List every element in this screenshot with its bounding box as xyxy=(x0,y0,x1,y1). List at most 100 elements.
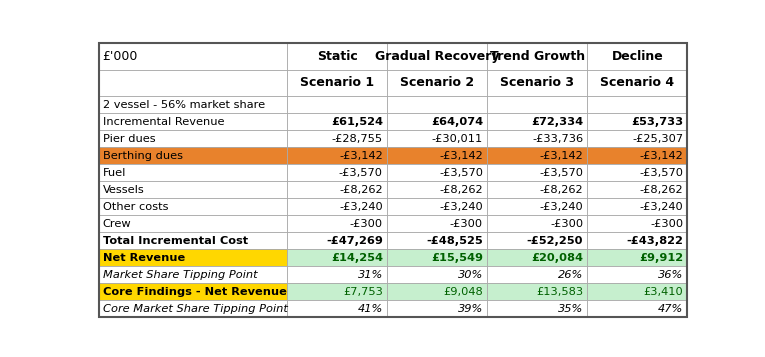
Text: Core Market Share Tipping Point: Core Market Share Tipping Point xyxy=(103,304,288,314)
Bar xyxy=(387,266,487,283)
Bar xyxy=(588,249,687,266)
Text: Gradual Recovery: Gradual Recovery xyxy=(375,50,500,63)
Text: 30%: 30% xyxy=(457,270,483,280)
Bar xyxy=(99,147,287,164)
Bar xyxy=(99,181,287,198)
Text: Decline: Decline xyxy=(611,50,663,63)
Text: -£3,240: -£3,240 xyxy=(439,202,483,212)
Bar xyxy=(287,266,387,283)
Bar xyxy=(287,215,387,232)
Bar xyxy=(99,113,287,130)
Bar xyxy=(487,249,588,266)
Text: £61,524: £61,524 xyxy=(331,117,383,127)
Text: -£3,570: -£3,570 xyxy=(439,168,483,178)
Bar xyxy=(588,44,687,70)
Bar xyxy=(487,198,588,215)
Text: 41%: 41% xyxy=(358,304,383,314)
Text: -£3,240: -£3,240 xyxy=(339,202,383,212)
Text: -£3,142: -£3,142 xyxy=(640,151,683,161)
Bar xyxy=(487,70,588,96)
Bar xyxy=(588,96,687,113)
Bar xyxy=(287,147,387,164)
Bar xyxy=(99,215,287,232)
Text: £13,583: £13,583 xyxy=(536,287,583,297)
Text: Scenario 2: Scenario 2 xyxy=(400,76,474,89)
Bar xyxy=(588,181,687,198)
Bar xyxy=(99,198,287,215)
Bar xyxy=(99,300,287,317)
Text: 31%: 31% xyxy=(358,270,383,280)
Bar xyxy=(487,130,588,147)
Bar xyxy=(588,113,687,130)
Text: -£48,525: -£48,525 xyxy=(426,236,483,246)
Text: £64,074: £64,074 xyxy=(431,117,483,127)
Bar xyxy=(487,44,588,70)
Text: -£52,250: -£52,250 xyxy=(526,236,583,246)
Bar xyxy=(287,44,387,70)
Bar xyxy=(487,232,588,249)
Text: 39%: 39% xyxy=(457,304,483,314)
Text: -£3,142: -£3,142 xyxy=(339,151,383,161)
Text: -£3,142: -£3,142 xyxy=(439,151,483,161)
Text: Crew: Crew xyxy=(103,218,132,228)
Text: £53,733: £53,733 xyxy=(631,117,683,127)
Text: -£300: -£300 xyxy=(350,218,383,228)
Bar xyxy=(487,300,588,317)
Bar xyxy=(99,44,287,70)
Bar xyxy=(287,198,387,215)
Bar xyxy=(99,300,287,317)
Bar xyxy=(287,130,387,147)
Bar xyxy=(387,147,487,164)
Bar xyxy=(387,300,487,317)
Bar xyxy=(588,70,687,96)
Text: 36%: 36% xyxy=(658,270,683,280)
Bar xyxy=(588,96,687,113)
Bar xyxy=(99,198,287,215)
Bar xyxy=(287,70,387,96)
Bar xyxy=(487,113,588,130)
Bar xyxy=(287,249,387,266)
Text: 26%: 26% xyxy=(558,270,583,280)
Bar xyxy=(287,232,387,249)
Bar xyxy=(588,300,687,317)
Text: -£3,240: -£3,240 xyxy=(539,202,583,212)
Bar xyxy=(387,232,487,249)
Bar xyxy=(588,181,687,198)
Bar xyxy=(99,130,287,147)
Bar xyxy=(287,44,387,70)
Bar xyxy=(387,232,487,249)
Text: £14,254: £14,254 xyxy=(331,253,383,263)
Bar xyxy=(487,147,588,164)
Text: Fuel: Fuel xyxy=(103,168,126,178)
Bar xyxy=(287,96,387,113)
Text: Static: Static xyxy=(317,50,357,63)
Bar xyxy=(287,130,387,147)
Bar xyxy=(487,181,588,198)
Bar xyxy=(487,232,588,249)
Text: -£300: -£300 xyxy=(450,218,483,228)
Text: Market Share Tipping Point: Market Share Tipping Point xyxy=(103,270,257,280)
Text: 2 vessel - 56% market share: 2 vessel - 56% market share xyxy=(103,100,265,110)
Text: Scenario 4: Scenario 4 xyxy=(601,76,674,89)
Bar xyxy=(99,70,287,96)
Bar xyxy=(487,300,588,317)
Bar xyxy=(387,113,487,130)
Text: -£28,755: -£28,755 xyxy=(332,134,383,144)
Text: -£3,240: -£3,240 xyxy=(640,202,683,212)
Bar xyxy=(287,232,387,249)
Bar xyxy=(588,232,687,249)
Text: -£8,262: -£8,262 xyxy=(439,185,483,195)
Bar xyxy=(387,164,487,181)
Bar xyxy=(588,164,687,181)
Bar xyxy=(487,113,588,130)
Bar xyxy=(487,44,588,70)
Text: -£33,736: -£33,736 xyxy=(532,134,583,144)
Bar xyxy=(99,266,287,283)
Bar xyxy=(387,181,487,198)
Bar xyxy=(387,283,487,300)
Bar xyxy=(487,266,588,283)
Bar xyxy=(287,300,387,317)
Bar xyxy=(99,164,287,181)
Bar xyxy=(99,215,287,232)
Bar xyxy=(387,215,487,232)
